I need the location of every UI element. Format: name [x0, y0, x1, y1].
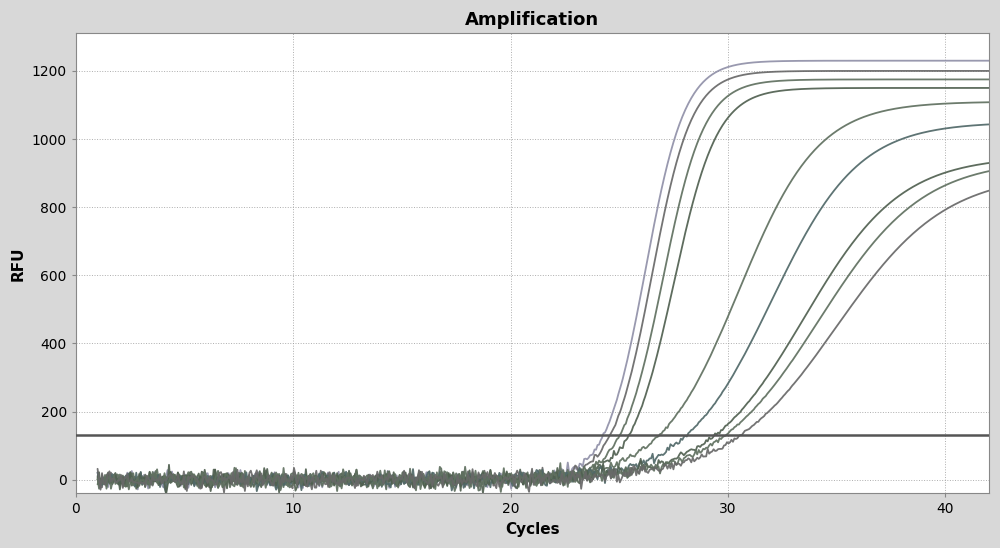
- X-axis label: Cycles: Cycles: [505, 522, 560, 537]
- Title: Amplification: Amplification: [465, 11, 599, 29]
- Y-axis label: RFU: RFU: [11, 246, 26, 281]
